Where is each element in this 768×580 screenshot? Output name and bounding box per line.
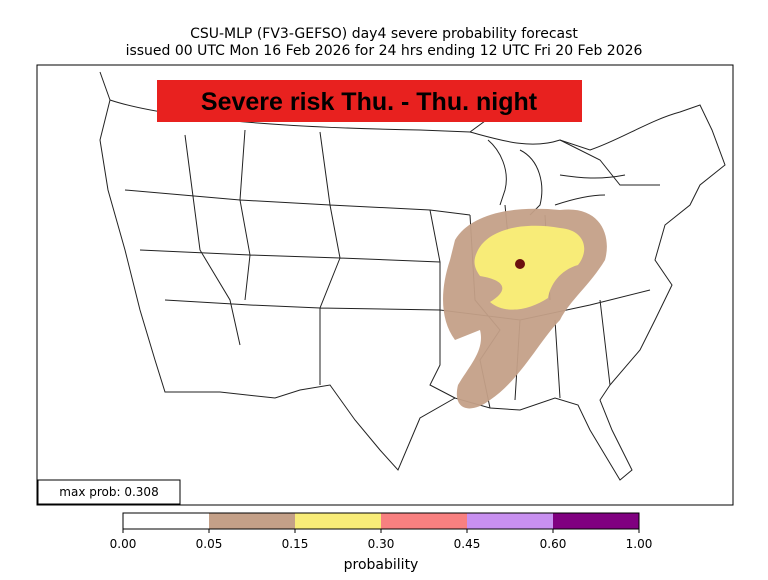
colorbar-tick-label: 1.00 xyxy=(626,537,653,551)
colorbar-tick-label: 0.30 xyxy=(368,537,395,551)
banner: Severe risk Thu. - Thu. night xyxy=(201,88,538,116)
colorbar-tick-label: 0.45 xyxy=(454,537,481,551)
colorbar: 0.00 0.05 0.15 0.30 0.45 0.60 1.00 xyxy=(110,512,653,551)
map-frame xyxy=(36,64,734,506)
colorbar-segment xyxy=(123,513,209,529)
colorbar-tick-label: 0.05 xyxy=(196,537,223,551)
banner-box xyxy=(157,80,582,122)
colorbar-segment xyxy=(209,513,295,529)
max-prob-box xyxy=(37,479,181,505)
map xyxy=(99,71,726,481)
colorbar-tick-label: 0.15 xyxy=(282,537,309,551)
max-prob: max prob: 0.308 xyxy=(59,485,158,499)
colorbar-segment xyxy=(467,513,553,529)
colorbar-segment xyxy=(381,513,467,529)
contour-mid xyxy=(474,225,585,310)
colorbar-segment xyxy=(295,513,381,529)
colorbar-tick-label: 0.00 xyxy=(110,537,137,551)
colorbar-tick-label: 0.60 xyxy=(540,537,567,551)
colorbar-segment xyxy=(553,513,639,529)
title: CSU-MLP (FV3-GEFSO) day4 severe probabil… xyxy=(190,26,578,42)
max-point xyxy=(515,259,525,269)
subtitle: issued 00 UTC Mon 16 Feb 2026 for 24 hrs… xyxy=(126,43,643,59)
colorbar-label: probability xyxy=(344,557,419,573)
